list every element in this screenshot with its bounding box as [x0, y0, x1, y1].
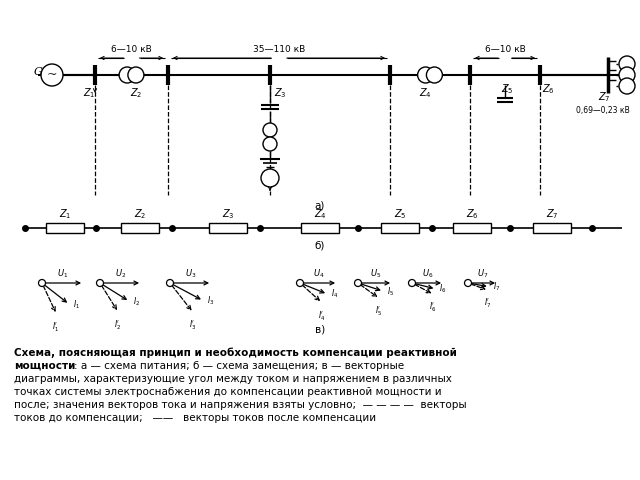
- Text: $Z_1$: $Z_1$: [59, 207, 71, 221]
- Circle shape: [619, 56, 635, 72]
- Text: а): а): [315, 200, 325, 210]
- Text: $I_4$: $I_4$: [331, 288, 338, 300]
- Bar: [453, 223, 491, 233]
- Circle shape: [119, 67, 135, 83]
- Circle shape: [408, 279, 415, 287]
- Text: после; значения векторов тока и напряжения взяты условно;  — — — —  векторы: после; значения векторов тока и напряжен…: [14, 400, 467, 410]
- Text: $I_5$: $I_5$: [387, 285, 394, 298]
- Text: $U_6$: $U_6$: [422, 268, 434, 280]
- Text: точках системы электроснабжения до компенсации реактивной мощности и: точках системы электроснабжения до компе…: [14, 387, 442, 397]
- Circle shape: [465, 279, 472, 287]
- Circle shape: [97, 279, 104, 287]
- Text: 6—10 кВ: 6—10 кВ: [484, 46, 525, 55]
- Text: $I_4^{\prime}$: $I_4^{\prime}$: [317, 309, 325, 323]
- Text: $I_3^{\prime}$: $I_3^{\prime}$: [189, 319, 196, 333]
- Circle shape: [263, 123, 277, 137]
- Text: $I_6$: $I_6$: [439, 283, 447, 295]
- Text: Схема, поясняющая принцип и необходимость компенсации реактивной: Схема, поясняющая принцип и необходимост…: [14, 348, 457, 359]
- Circle shape: [38, 279, 45, 287]
- Circle shape: [355, 279, 362, 287]
- Text: $I_7^{\prime}$: $I_7^{\prime}$: [484, 297, 492, 310]
- Text: $U_5$: $U_5$: [370, 268, 381, 280]
- Circle shape: [426, 67, 442, 83]
- Circle shape: [619, 67, 635, 83]
- Text: : а — схема питания; б — схема замещения; в — векторные: : а — схема питания; б — схема замещения…: [74, 361, 404, 371]
- Text: $I_2$: $I_2$: [132, 295, 140, 308]
- Text: $Z_4$: $Z_4$: [314, 207, 326, 221]
- Text: $U_7$: $U_7$: [477, 268, 489, 280]
- Text: 6—10 кВ: 6—10 кВ: [111, 46, 152, 55]
- Text: токов до компенсации;   ——   векторы токов после компенсации: токов до компенсации; —— векторы токов п…: [14, 413, 376, 423]
- Bar: [46, 223, 84, 233]
- Text: $U_4$: $U_4$: [313, 268, 324, 280]
- Circle shape: [41, 64, 63, 86]
- Text: диаграммы, характеризующие угол между током и напряжением в различных: диаграммы, характеризующие угол между то…: [14, 374, 452, 384]
- Text: $Z_1$: $Z_1$: [83, 86, 95, 100]
- Text: $Z_4$: $Z_4$: [419, 86, 431, 100]
- Text: СК: СК: [265, 175, 275, 181]
- Text: $U_3$: $U_3$: [185, 268, 196, 280]
- Bar: [381, 223, 419, 233]
- Text: 0,69—0,23 кВ: 0,69—0,23 кВ: [576, 106, 630, 115]
- Circle shape: [418, 67, 434, 83]
- Text: $Z_6$: $Z_6$: [541, 82, 554, 96]
- Circle shape: [166, 279, 173, 287]
- Text: $Z_7$: $Z_7$: [546, 207, 558, 221]
- Text: $I_3$: $I_3$: [207, 295, 214, 307]
- Text: $I_2^{\prime}$: $I_2^{\prime}$: [114, 319, 121, 332]
- Text: $I_1$: $I_1$: [72, 298, 80, 311]
- Text: M: M: [622, 60, 632, 69]
- Text: $I_1^{\prime}$: $I_1^{\prime}$: [52, 321, 60, 334]
- Text: $Z_2$: $Z_2$: [131, 86, 143, 100]
- Text: $I_7$: $I_7$: [493, 281, 500, 293]
- Text: $Z_3$: $Z_3$: [274, 86, 286, 100]
- Circle shape: [128, 67, 144, 83]
- Circle shape: [619, 78, 635, 94]
- Text: в): в): [315, 325, 325, 335]
- Circle shape: [296, 279, 303, 287]
- Text: $I_6^{\prime}$: $I_6^{\prime}$: [429, 301, 436, 314]
- Text: $U_1$: $U_1$: [58, 268, 68, 280]
- Bar: [209, 223, 247, 233]
- Text: $Z_2$: $Z_2$: [134, 207, 146, 221]
- Text: $Z_6$: $Z_6$: [466, 207, 478, 221]
- Text: G: G: [33, 67, 42, 77]
- Text: $Z_3$: $Z_3$: [221, 207, 234, 221]
- Text: $U_2$: $U_2$: [115, 268, 127, 280]
- Text: $Z_5$: $Z_5$: [394, 207, 406, 221]
- Text: M: M: [622, 82, 632, 91]
- Bar: [533, 223, 571, 233]
- Bar: [121, 223, 159, 233]
- Text: ~: ~: [47, 69, 57, 82]
- Text: $Z_7$: $Z_7$: [598, 90, 611, 104]
- Circle shape: [261, 169, 279, 187]
- Text: мощности: мощности: [14, 361, 76, 371]
- Text: $Z_5$: $Z_5$: [500, 82, 513, 96]
- Text: б): б): [315, 240, 325, 250]
- Text: M: M: [622, 71, 632, 80]
- Text: $I_5^{\prime}$: $I_5^{\prime}$: [375, 305, 383, 318]
- Bar: [301, 223, 339, 233]
- Text: 35—110 кВ: 35—110 кВ: [253, 46, 305, 55]
- Circle shape: [263, 137, 277, 151]
